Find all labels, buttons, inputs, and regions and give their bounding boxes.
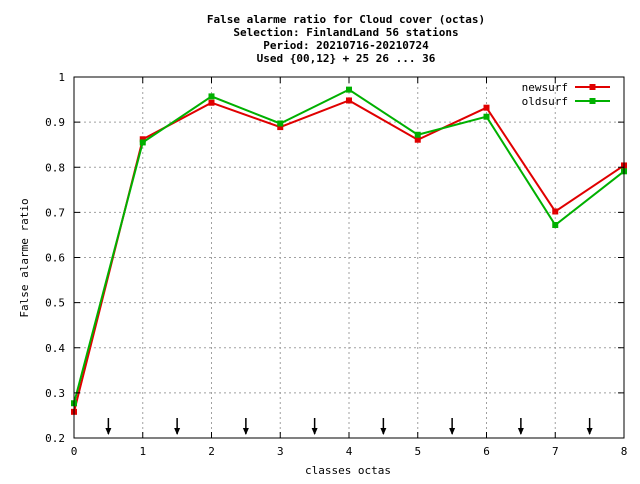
y-axis-label: False alarme ratio (18, 198, 31, 317)
data-point-newsurf (414, 136, 421, 143)
title-line-1: False alarme ratio for Cloud cover (octa… (207, 13, 485, 26)
ticks-layer: 0 1 2 3 4 5 6 7 8 0.2 0.3 0.4 0.5 0.6 0.7 0.8 0.9 1 (45, 71, 627, 458)
legend-marker-newsurf (589, 84, 596, 90)
class-boundary-arrow (311, 418, 318, 435)
series-line-oldsurf (73, 88, 625, 404)
data-point-oldsurf (346, 86, 352, 93)
class-boundary-arrow (517, 418, 524, 435)
arrow-head (174, 428, 181, 435)
arrow-head (517, 428, 524, 435)
y-tick-label: 0.3 (45, 387, 65, 400)
title-line-2: Selection: FinlandLand 56 stations (233, 26, 458, 39)
series-layer (71, 86, 627, 415)
legend-label-oldsurf: oldsurf (522, 95, 568, 108)
data-point-newsurf (483, 104, 490, 111)
grid-layer (74, 77, 624, 438)
y-tick-label: 0.7 (45, 206, 65, 219)
arrow-head (242, 428, 249, 435)
x-axis-label: classes octas (305, 464, 391, 477)
arrow-head (586, 428, 593, 435)
x-tick-label: 0 (71, 445, 78, 458)
x-tick-label: 8 (621, 445, 628, 458)
title-line-4: Used {00,12} + 25 26 ... 36 (257, 52, 436, 65)
data-point-oldsurf (483, 113, 490, 120)
y-tick-label: 1 (58, 71, 65, 84)
data-point-newsurf (277, 124, 284, 131)
x-tick-label: 5 (414, 445, 421, 458)
data-point-oldsurf (414, 131, 421, 138)
data-point-newsurf (552, 208, 559, 215)
y-tick-label: 0.6 (45, 252, 65, 265)
data-point-oldsurf (277, 120, 284, 127)
class-boundary-markers (105, 418, 593, 435)
x-tick-label: 7 (552, 445, 559, 458)
legend-label-newsurf: newsurf (522, 81, 568, 94)
class-boundary-arrow (380, 418, 387, 435)
data-point-newsurf (208, 99, 215, 106)
y-tick-label: 0.5 (45, 297, 65, 310)
y-tick-label: 0.2 (45, 432, 65, 445)
y-tick-label: 0.9 (45, 116, 65, 129)
data-point-newsurf (139, 136, 146, 143)
x-tick-label: 2 (208, 445, 215, 458)
x-tick-label: 6 (483, 445, 490, 458)
x-tick-label: 4 (346, 445, 353, 458)
y-tick-label: 0.4 (45, 342, 65, 355)
arrow-head (380, 428, 387, 435)
data-point-oldsurf (139, 139, 146, 146)
class-boundary-arrow (105, 418, 112, 435)
legend-marker-oldsurf (589, 98, 596, 104)
arrow-head (105, 428, 112, 435)
arrow-head (311, 428, 318, 435)
x-tick-label: 1 (139, 445, 146, 458)
class-boundary-arrow (586, 418, 593, 435)
class-boundary-arrow (242, 418, 249, 435)
chart-title: False alarme ratio for Cloud cover (octa… (207, 13, 485, 65)
title-line-3: Period: 20210716-20210724 (263, 39, 429, 52)
x-tick-label: 3 (277, 445, 284, 458)
data-point-newsurf (346, 97, 352, 104)
class-boundary-arrow (174, 418, 181, 435)
arrow-head (449, 428, 456, 435)
class-boundary-arrow (449, 418, 456, 435)
data-point-oldsurf (552, 222, 559, 229)
data-point-oldsurf (208, 93, 215, 100)
y-tick-label: 0.8 (45, 161, 65, 174)
